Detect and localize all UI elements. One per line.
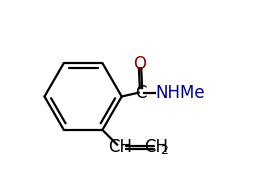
Text: 2: 2 — [160, 144, 168, 157]
Text: O: O — [133, 55, 146, 73]
Text: CH: CH — [107, 138, 131, 156]
Text: CH: CH — [144, 138, 168, 156]
Text: C: C — [135, 84, 146, 102]
Text: NHMe: NHMe — [155, 84, 204, 102]
